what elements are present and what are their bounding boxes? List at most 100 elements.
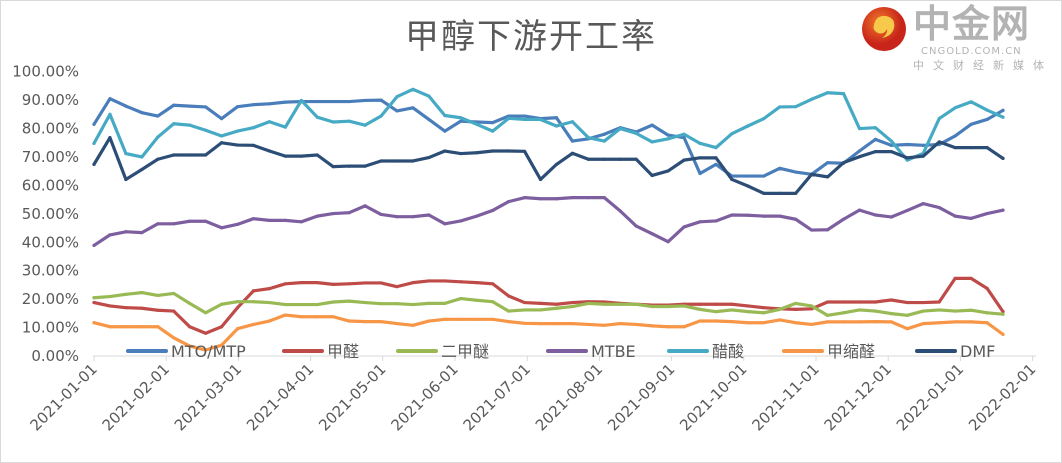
data-point (873, 149, 878, 154)
data-point (905, 142, 909, 147)
data-point (124, 230, 128, 234)
x-tick-label: 2022-01-01 (893, 360, 967, 434)
data-point (491, 129, 495, 133)
data-point (251, 103, 256, 107)
data-point (570, 151, 575, 155)
data-point (1001, 332, 1005, 336)
x-tick-label: 2021-12-01 (821, 360, 895, 434)
data-point (841, 217, 846, 221)
data-point (921, 202, 925, 206)
data-point (762, 306, 766, 310)
data-point (219, 134, 224, 138)
x-tick-label: 2021-07-01 (460, 360, 534, 434)
data-point (315, 302, 319, 307)
data-point (730, 308, 734, 312)
data-point (347, 299, 351, 303)
data-point (825, 313, 830, 317)
data-point (666, 133, 670, 137)
data-point (188, 104, 192, 108)
data-point (969, 320, 973, 324)
data-point (172, 309, 176, 313)
data-point (204, 348, 208, 352)
data-point (985, 211, 989, 216)
data-point (411, 106, 415, 110)
data-point (969, 276, 973, 280)
data-point (554, 321, 559, 326)
data-point (459, 116, 463, 120)
data-point (937, 140, 941, 144)
data-point (443, 279, 447, 283)
data-point (746, 174, 750, 178)
data-point (937, 117, 941, 121)
y-tick-label: 90.00% (22, 91, 79, 109)
data-point (937, 205, 941, 210)
data-point (172, 122, 176, 126)
data-point (443, 317, 447, 321)
data-point (347, 282, 351, 286)
data-point (921, 143, 925, 147)
legend-label: MTBE (591, 342, 636, 361)
data-point (969, 308, 973, 312)
data-point (204, 331, 208, 335)
data-point (746, 184, 750, 188)
data-point (618, 302, 622, 306)
data-point (507, 294, 511, 298)
data-point (204, 153, 208, 157)
data-point (267, 149, 272, 153)
data-point (650, 304, 654, 309)
data-point (235, 129, 240, 133)
data-point (491, 149, 495, 153)
legend-label: 甲缩醛 (827, 342, 875, 361)
data-point (985, 146, 989, 150)
data-point (841, 311, 846, 315)
data-point (889, 149, 893, 154)
data-point (108, 136, 112, 140)
data-point (794, 170, 798, 174)
data-point (331, 315, 335, 319)
data-point (331, 99, 335, 104)
data-point (283, 100, 287, 104)
data-point (188, 123, 192, 127)
data-point (554, 124, 559, 128)
data-point (522, 114, 527, 118)
data-point (283, 125, 287, 129)
data-point (411, 159, 415, 163)
data-point (251, 217, 256, 221)
data-point (905, 327, 909, 331)
data-point (985, 311, 989, 315)
data-point (1001, 156, 1005, 161)
data-point (283, 282, 287, 286)
data-point (363, 319, 367, 324)
data-point (570, 120, 575, 124)
data-point (140, 325, 144, 329)
data-point (235, 105, 240, 109)
data-point (937, 300, 941, 304)
data-point (666, 169, 670, 173)
data-point (92, 243, 96, 248)
data-point (634, 302, 638, 306)
data-point (507, 309, 511, 313)
x-tick-label: 2021-09-01 (604, 360, 678, 434)
data-point (347, 119, 351, 123)
data-point (698, 171, 702, 176)
data-point (794, 217, 798, 221)
data-point (219, 302, 224, 306)
data-point (953, 320, 957, 324)
data-point (698, 220, 702, 224)
data-point (267, 319, 272, 323)
series-line-6 (92, 136, 1005, 195)
series-points-6 (92, 136, 1005, 195)
data-point (841, 91, 846, 96)
x-tick-label: 2021-01-01 (26, 360, 100, 434)
legend-item: MTBE (546, 342, 636, 361)
data-point (315, 153, 319, 157)
data-point (985, 108, 989, 112)
data-point (331, 211, 335, 216)
data-point (283, 313, 287, 317)
data-point (204, 128, 208, 132)
data-point (921, 321, 925, 326)
series-line-3 (92, 196, 1005, 248)
data-point (235, 222, 240, 226)
data-point (746, 321, 750, 325)
data-point (985, 117, 989, 122)
